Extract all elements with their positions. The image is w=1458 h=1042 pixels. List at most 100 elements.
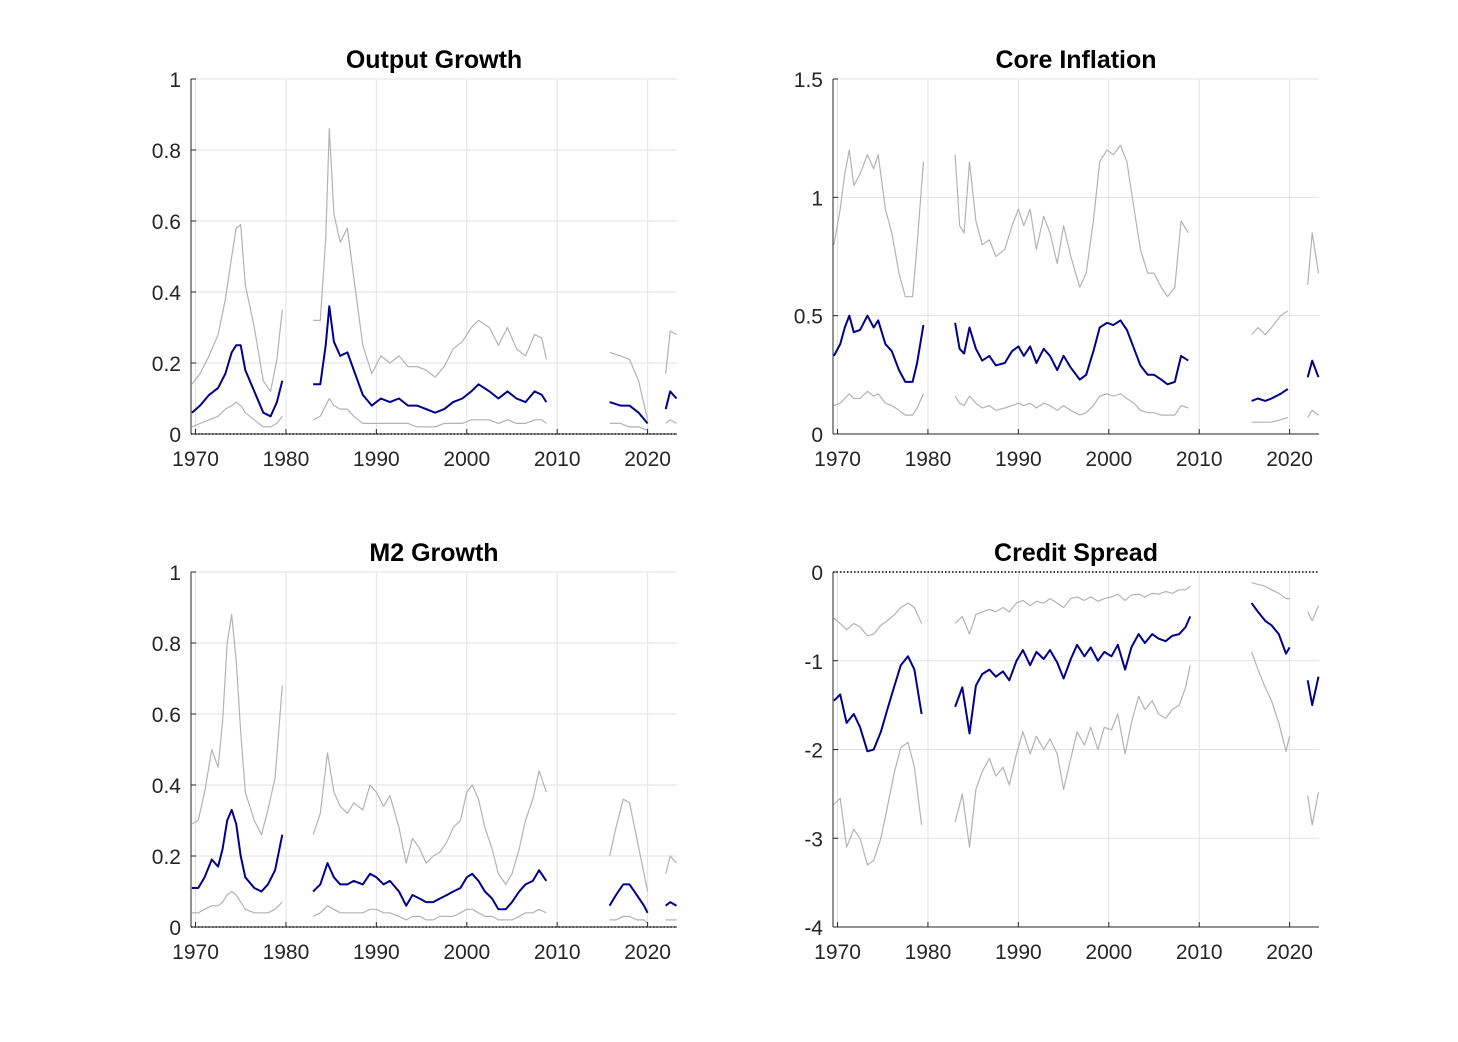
- chart-title: Output Growth: [346, 46, 522, 74]
- series-line-median: [191, 808, 284, 893]
- chart-output-growth: 1970 1980 1990 2000 2010 2020 0 0.2 0.4 0.6 0.8 1 Ou…: [152, 46, 678, 471]
- series-line-upper: [833, 602, 923, 637]
- series-line-lower: [954, 393, 1189, 416]
- x-tick-label: 1990: [995, 941, 1042, 964]
- series-line-lower: [1307, 409, 1319, 418]
- y-tick-label: 0: [811, 562, 823, 585]
- series-line-upper: [191, 224, 283, 392]
- series-line-lower: [954, 665, 1191, 848]
- series-line-median: [833, 655, 923, 753]
- series-upper: [833, 144, 1320, 336]
- series-line-median: [608, 883, 649, 914]
- series-line-median: [1250, 602, 1291, 655]
- series-upper: [191, 614, 677, 892]
- series-line-upper: [313, 128, 547, 378]
- series-lower: [191, 397, 677, 431]
- y-tick-label: 1: [169, 69, 181, 92]
- x-tick-label: 1980: [905, 448, 952, 471]
- x-tick-label: 1980: [905, 941, 952, 964]
- y-tick-label: 0.8: [152, 140, 181, 163]
- plot-area: [191, 572, 677, 927]
- series-median: [191, 305, 678, 425]
- y-tick-label: 0.2: [152, 846, 181, 869]
- series-line-upper: [312, 752, 547, 885]
- series-upper: [191, 128, 677, 420]
- series-median: [833, 602, 1320, 753]
- x-tick-label: 2000: [1085, 448, 1132, 471]
- y-tick-label: -1: [804, 651, 823, 674]
- series-line-upper: [609, 351, 649, 420]
- x-tick-label: 2010: [1176, 941, 1223, 964]
- series-lower: [833, 651, 1320, 866]
- x-tick-label: 1980: [263, 448, 310, 471]
- y-tick-label: 0.2: [152, 353, 181, 376]
- chart-m2-growth: 1970 1980 1990 2000 2010 2020 0 0.2 0.4 0.6 0.8 1 M2…: [152, 539, 677, 964]
- chart-title: Core Inflation: [995, 46, 1156, 74]
- series-line-lower: [1307, 791, 1320, 826]
- grid: [191, 571, 677, 928]
- series-line-upper: [1307, 605, 1320, 622]
- series-line-lower: [833, 741, 923, 866]
- series-line-lower: [609, 915, 649, 924]
- series-line-lower: [1251, 651, 1291, 752]
- series-line-median: [954, 616, 1192, 735]
- y-tick-label: -4: [804, 917, 823, 940]
- series-lower: [191, 890, 677, 924]
- series-line-lower: [1251, 416, 1288, 423]
- chart-credit-spread: 1970 1980 1990 2000 2010 2020 -4 -3 -2 -1 0 Credit …: [804, 539, 1320, 964]
- series-line-median: [313, 305, 548, 414]
- series-line-upper: [833, 149, 924, 298]
- x-tick-label: 1970: [814, 941, 861, 964]
- series-line-median: [1306, 359, 1320, 378]
- y-tick-label: 0.4: [152, 282, 182, 305]
- y-tick-label: 0.4: [152, 775, 182, 798]
- x-tick-label: 2010: [534, 448, 581, 471]
- y-tick-label: 1.5: [794, 69, 823, 92]
- series-line-median: [609, 401, 649, 425]
- series-line-upper: [609, 798, 649, 892]
- series-line-median: [1306, 676, 1320, 707]
- x-tick-label: 1970: [172, 941, 219, 964]
- series-line-upper: [1251, 582, 1290, 600]
- plot-area: [833, 79, 1319, 434]
- x-tick-label: 2010: [1176, 448, 1223, 471]
- series-line-median: [833, 314, 925, 383]
- plot-area: [191, 79, 677, 434]
- x-tick-label: 2010: [534, 941, 581, 964]
- y-tick-label: 0: [169, 424, 181, 447]
- x-tick-label: 2020: [1266, 448, 1313, 471]
- y-tick-label: -2: [804, 740, 823, 763]
- y-tick-label: 0: [169, 917, 181, 940]
- series-line-upper: [954, 585, 1191, 635]
- x-tick-label: 2000: [443, 941, 490, 964]
- chart-title: Credit Spread: [994, 539, 1158, 567]
- series-line-lower: [665, 419, 677, 424]
- chart-title: M2 Growth: [369, 539, 498, 567]
- series-upper: [833, 582, 1320, 637]
- series-line-lower: [609, 422, 648, 431]
- series-lower: [833, 390, 1319, 423]
- x-tick-label: 1990: [353, 941, 400, 964]
- series-line-median: [954, 319, 1189, 386]
- y-tick-label: 0: [811, 424, 823, 447]
- series-line-median: [191, 344, 284, 418]
- x-tick-label: 2020: [1266, 941, 1313, 964]
- series-line-lower: [191, 401, 283, 428]
- y-tick-label: 0.6: [152, 704, 181, 727]
- series-line-upper: [954, 144, 1189, 298]
- grid: [833, 78, 1319, 435]
- series-line-lower: [191, 890, 283, 914]
- x-tick-label: 2000: [1085, 941, 1132, 964]
- x-tick-label: 2020: [624, 448, 671, 471]
- series-line-upper: [665, 330, 677, 374]
- series-line-upper: [191, 614, 283, 836]
- series-median: [833, 314, 1320, 402]
- x-tick-label: 1970: [814, 448, 861, 471]
- y-tick-label: -3: [804, 828, 823, 851]
- series-line-lower: [312, 905, 547, 921]
- series-line-upper: [1307, 232, 1320, 285]
- x-tick-label: 2020: [624, 941, 671, 964]
- series-line-lower: [833, 390, 924, 416]
- series-line-median: [1251, 388, 1289, 402]
